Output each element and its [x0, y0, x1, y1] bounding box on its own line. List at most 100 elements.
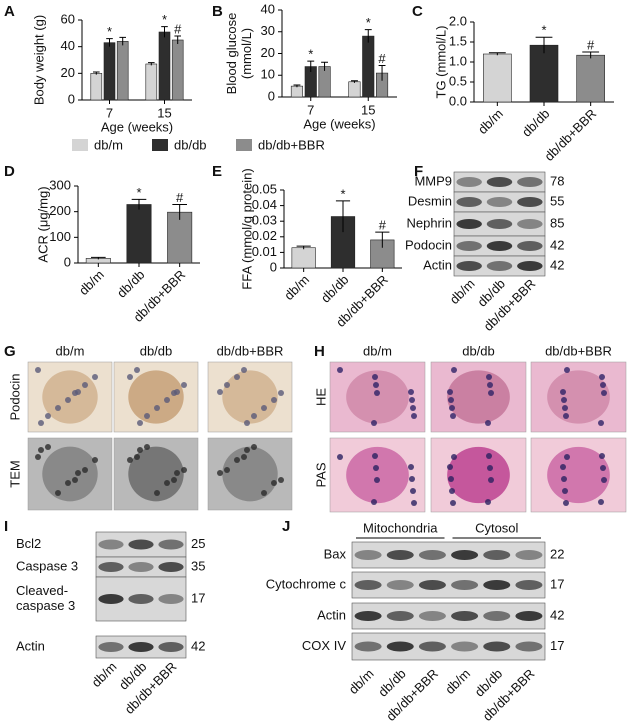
- panel-label: F: [414, 163, 423, 180]
- blot-band: [158, 539, 184, 550]
- micrograph-nucleus: [251, 413, 257, 419]
- blot-band: [517, 197, 543, 207]
- error-bar: [321, 61, 328, 71]
- micrograph-nucleus: [337, 367, 343, 373]
- micrograph-nucleus: [564, 367, 570, 373]
- error-bar: [375, 231, 390, 248]
- blot-band: [418, 611, 446, 621]
- column-label: db/db+BBR: [545, 343, 612, 358]
- legend-label: db/db: [174, 137, 207, 152]
- significance-mark: #: [176, 190, 184, 205]
- blot-band: [418, 550, 446, 560]
- micrograph-nucleus: [181, 382, 187, 388]
- y-tick-label: 0.02: [252, 228, 277, 243]
- micrograph-nucleus: [447, 464, 453, 470]
- kda-label: 35: [191, 558, 205, 573]
- y-axis-label: Body weight (g): [31, 15, 46, 105]
- kda-label: 17: [191, 590, 205, 605]
- legend-label: db/db+BBR: [258, 137, 325, 152]
- micrograph-nucleus: [134, 367, 140, 373]
- blot-row-label: Caspase 3: [16, 558, 78, 573]
- x-tick-label: 15: [361, 102, 375, 117]
- micrograph-nucleus: [127, 457, 133, 463]
- blot-band: [515, 611, 543, 621]
- significance-mark: *: [308, 47, 313, 62]
- bar: [171, 39, 184, 101]
- y-tick-label: 200: [49, 203, 71, 218]
- error-bar: [307, 60, 315, 72]
- legend-label: db/m: [94, 137, 123, 152]
- y-tick-label: 0: [270, 259, 277, 274]
- significance-mark: *: [366, 15, 371, 30]
- micrograph-nucleus: [92, 457, 98, 463]
- y-tick-label: 0.0: [449, 93, 467, 108]
- micrograph-nucleus: [154, 405, 160, 411]
- micrograph-nucleus: [449, 488, 455, 494]
- blot-band: [517, 261, 543, 271]
- bar: [167, 211, 193, 264]
- micrograph-nucleus: [371, 420, 377, 426]
- column-label: db/db: [462, 343, 495, 358]
- y-tick-label: 1.0: [449, 53, 467, 68]
- blot-band: [158, 642, 184, 652]
- micrograph-nucleus: [449, 405, 455, 411]
- legend-swatch: [152, 139, 168, 151]
- blot-row-label: Bcl2: [16, 536, 41, 551]
- micrograph-nucleus: [601, 390, 607, 396]
- blot-band: [515, 550, 543, 560]
- blot-band: [386, 580, 414, 590]
- y-tick-label: 0.03: [252, 213, 277, 228]
- error-bar: [535, 36, 553, 54]
- micrograph-nucleus: [486, 374, 492, 380]
- micrograph-nucleus: [234, 374, 240, 380]
- micrograph-nucleus: [408, 389, 414, 395]
- blot-band: [158, 594, 184, 604]
- significance-mark: *: [107, 24, 112, 39]
- micrograph-nucleus: [447, 389, 453, 395]
- micrograph-nucleus: [271, 397, 277, 403]
- error-bar: [91, 256, 106, 260]
- micrograph-nucleus: [373, 465, 379, 471]
- micrograph-nucleus: [601, 477, 607, 483]
- blot-band: [486, 261, 513, 271]
- kda-label: 42: [550, 257, 564, 272]
- lane-label: db/m: [346, 666, 377, 697]
- blot-row-label: Podocin: [405, 237, 452, 252]
- micrograph-nucleus: [451, 454, 457, 460]
- significance-mark: #: [378, 51, 386, 66]
- bar: [158, 31, 171, 101]
- bar: [318, 66, 331, 98]
- lane-label: db/m: [89, 659, 120, 690]
- error-bar: [131, 198, 147, 210]
- x-tick-label: db/m: [76, 267, 107, 298]
- blot-band: [456, 219, 482, 229]
- y-tick-label: 60: [61, 11, 75, 26]
- y-tick-label: 30: [261, 23, 275, 38]
- x-tick-label: db/db: [519, 106, 553, 140]
- micrograph-nucleus: [485, 420, 491, 426]
- micrograph-nucleus: [410, 488, 416, 494]
- blot-band: [517, 241, 543, 251]
- micrograph-nucleus: [450, 500, 456, 506]
- micrograph-nucleus: [374, 390, 380, 396]
- blot-band: [517, 177, 543, 187]
- micrograph-nucleus: [411, 413, 417, 419]
- y-axis-label: FFA (mmol/g protein): [239, 168, 254, 289]
- blot-band: [515, 641, 543, 652]
- x-tick-label: 7: [307, 102, 314, 117]
- micrograph-nucleus: [174, 470, 180, 476]
- y-axis-label: (mmol/L): [239, 28, 254, 79]
- blot-row-label: Actin: [16, 638, 45, 653]
- kda-label: 78: [550, 173, 564, 188]
- bar: [90, 73, 103, 101]
- micrograph-nucleus: [374, 477, 380, 483]
- panel-label: G: [4, 343, 16, 360]
- micrograph-nucleus: [241, 367, 247, 373]
- blot-band: [456, 197, 482, 207]
- blot-band: [486, 241, 513, 251]
- micrograph-nucleus: [451, 367, 457, 373]
- kda-label: 25: [191, 536, 205, 551]
- micrograph-nucleus: [45, 413, 51, 419]
- micrograph-nucleus: [409, 397, 415, 403]
- micrograph-nucleus: [561, 476, 567, 482]
